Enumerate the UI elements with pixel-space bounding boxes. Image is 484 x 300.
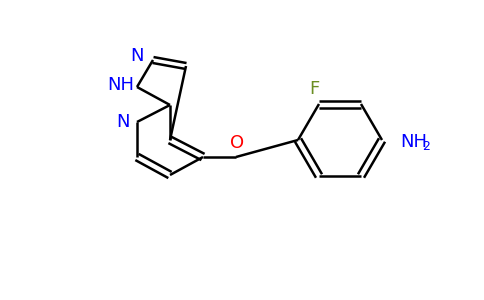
Text: N: N bbox=[130, 47, 144, 65]
Text: NH: NH bbox=[107, 76, 135, 94]
Text: NH: NH bbox=[400, 133, 427, 151]
Text: F: F bbox=[309, 80, 319, 98]
Text: 2: 2 bbox=[422, 140, 430, 152]
Text: N: N bbox=[116, 113, 130, 131]
Text: O: O bbox=[230, 134, 244, 152]
